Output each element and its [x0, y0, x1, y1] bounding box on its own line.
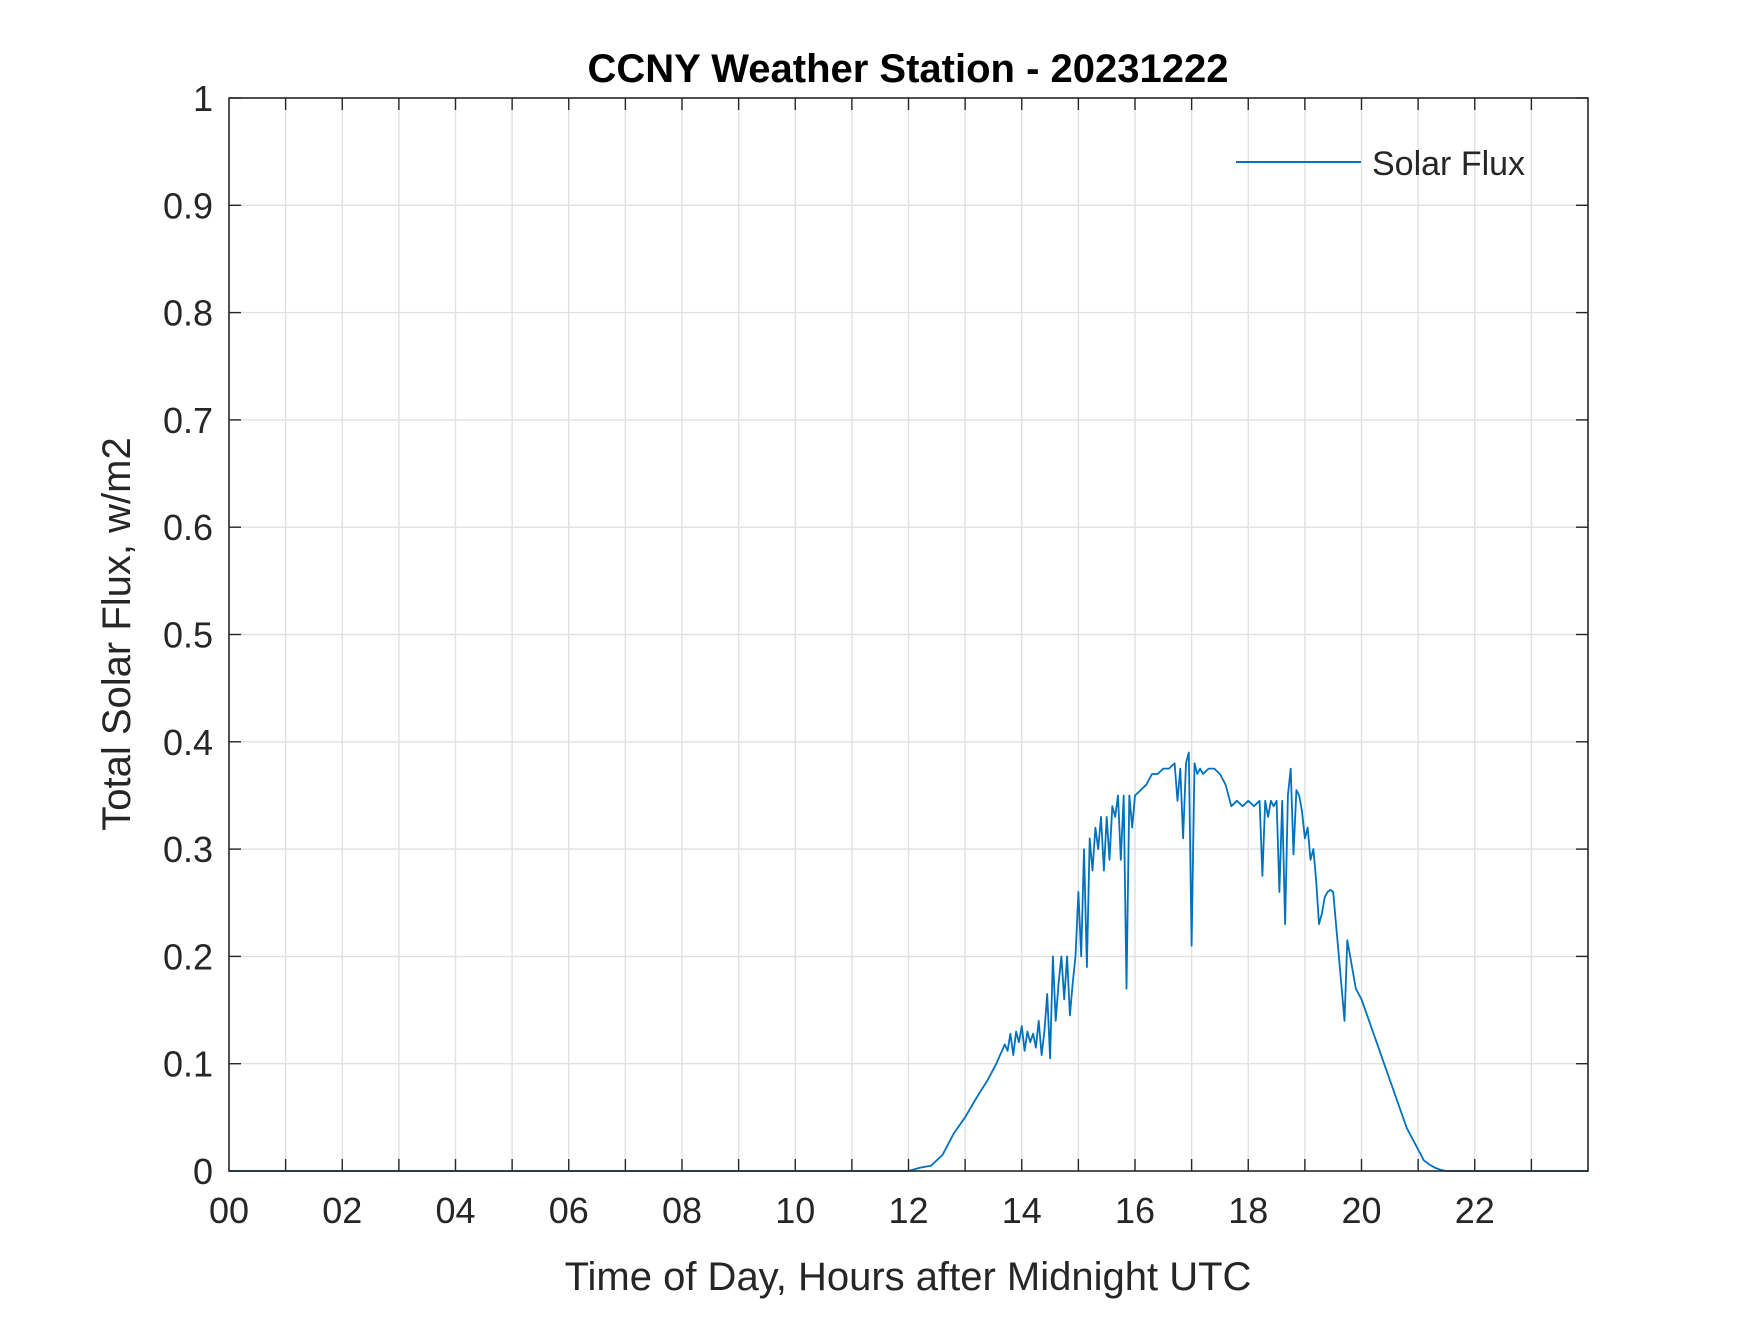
x-tick-label: 14 — [1002, 1190, 1042, 1231]
grid-lines — [229, 98, 1588, 1171]
x-tick-label: 10 — [775, 1190, 815, 1231]
y-tick-label: 0 — [193, 1151, 213, 1192]
x-tick-label: 00 — [209, 1190, 249, 1231]
x-tick-label: 22 — [1455, 1190, 1495, 1231]
x-tick-label: 12 — [888, 1190, 928, 1231]
x-tick-label: 08 — [662, 1190, 702, 1231]
x-axis-label: Time of Day, Hours after Midnight UTC — [565, 1255, 1252, 1299]
y-tick-label: 0.1 — [163, 1044, 213, 1085]
y-axis-label: Total Solar Flux, w/m2 — [95, 437, 139, 830]
legend-label-solar-flux: Solar Flux — [1372, 145, 1525, 183]
axis-ticks — [229, 97, 1588, 1172]
y-tick-label: 0.9 — [163, 185, 213, 226]
y-tick-label: 0.3 — [163, 829, 213, 870]
x-tick-label: 04 — [435, 1190, 475, 1231]
y-tick-labels: 0 0.1 0.2 0.3 0.4 0.5 0.6 0.7 0.8 0.9 1 — [163, 78, 213, 1192]
y-tick-label: 0.6 — [163, 507, 213, 548]
x-tick-labels: 00 02 04 06 08 10 12 14 16 18 20 22 — [209, 1190, 1495, 1231]
legend: Solar Flux — [1236, 145, 1525, 183]
x-tick-label: 20 — [1341, 1190, 1381, 1231]
series-layer — [229, 751, 1588, 1172]
y-tick-label: 0.7 — [163, 400, 213, 441]
y-tick-label: 0.8 — [163, 293, 213, 334]
y-tick-label: 1 — [193, 78, 213, 119]
series-line-solar-flux — [229, 751, 1588, 1172]
chart-title: CCNY Weather Station - 20231222 — [588, 47, 1229, 91]
x-tick-label: 16 — [1115, 1190, 1155, 1231]
y-tick-label: 0.4 — [163, 722, 213, 763]
y-tick-label: 0.5 — [163, 615, 213, 656]
x-tick-label: 06 — [549, 1190, 589, 1231]
y-tick-label: 0.2 — [163, 936, 213, 977]
x-tick-label: 02 — [322, 1190, 362, 1231]
plot-frame — [228, 97, 1589, 1172]
x-tick-label: 18 — [1228, 1190, 1268, 1231]
